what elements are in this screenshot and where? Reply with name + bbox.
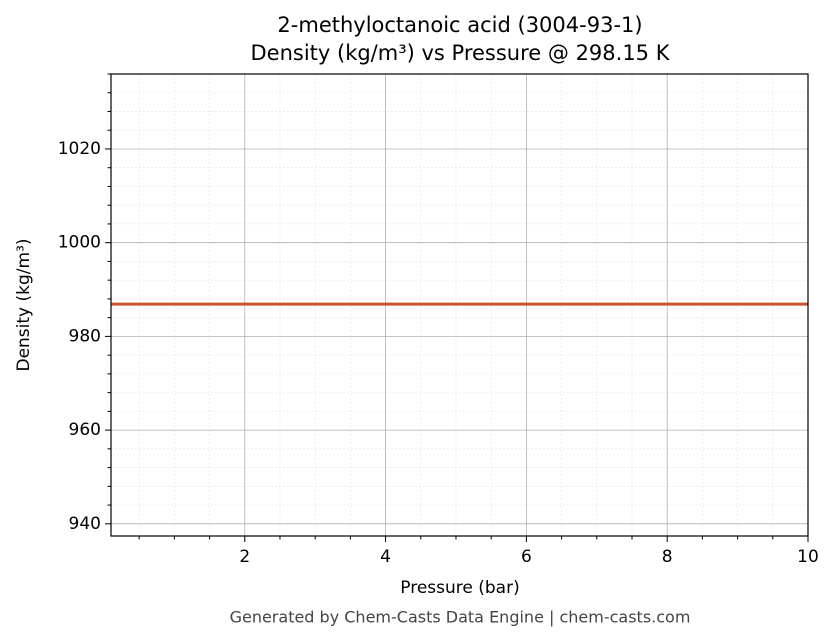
x-tick-label: 4 — [380, 547, 391, 567]
y-tick-label: 1000 — [58, 233, 101, 253]
x-tick-label: 6 — [521, 547, 532, 567]
y-tick-label: 960 — [69, 420, 101, 440]
x-tick-label: 2 — [239, 547, 250, 567]
y-tick-label: 980 — [69, 326, 101, 346]
x-tick-label: 10 — [797, 547, 819, 567]
y-tick-label: 940 — [69, 514, 101, 534]
x-tick-label: 8 — [662, 547, 673, 567]
chart-subtitle: Density (kg/m³) vs Pressure @ 298.15 K — [250, 41, 670, 65]
x-axis-label: Pressure (bar) — [400, 578, 519, 598]
plot-frame — [110, 73, 809, 537]
y-axis-label: Density (kg/m³) — [14, 238, 34, 371]
footer: Generated by Chem-Casts Data Engine | ch… — [230, 608, 691, 627]
y-tick-label: 1020 — [58, 139, 101, 159]
chart-title: 2-methyloctanoic acid (3004-93-1) — [277, 13, 642, 37]
